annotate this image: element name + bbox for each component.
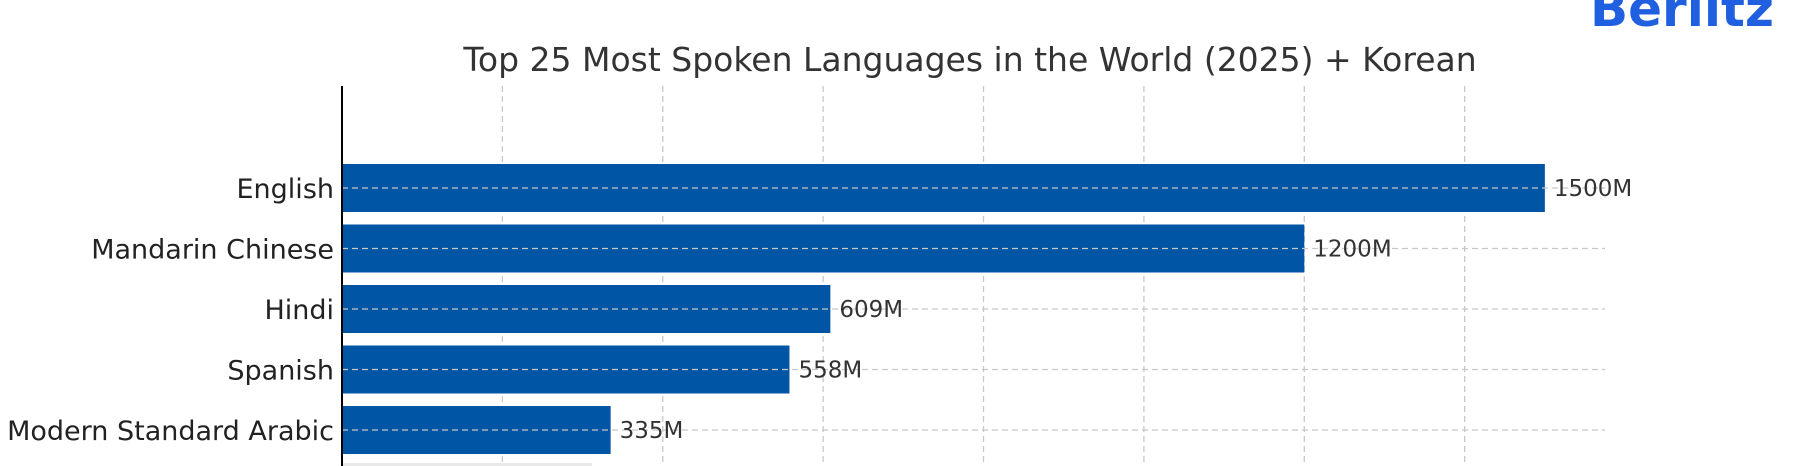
bars [342, 164, 1545, 466]
chart-title: Top 25 Most Spoken Languages in the Worl… [462, 40, 1476, 79]
category-label: Hindi [264, 295, 334, 326]
bar-partial [342, 463, 592, 466]
logo-text: Berlitz [1590, 0, 1774, 38]
category-label: English [237, 174, 335, 205]
value-labels: 1500M 1200M 609M 558M 335M [620, 176, 1633, 444]
value-label: 1500M [1554, 176, 1632, 202]
value-label: 609M [839, 297, 903, 323]
category-label: Modern Standard Arabic [7, 416, 334, 447]
row-gridlines [342, 187, 1605, 431]
category-labels: English Mandarin Chinese Hindi Spanish Moder… [7, 174, 334, 447]
value-label: 1200M [1313, 237, 1391, 263]
value-label: 558M [798, 358, 862, 384]
category-label: Spanish [227, 356, 334, 387]
category-label: Mandarin Chinese [91, 235, 334, 266]
gridlines [501, 86, 1466, 466]
value-label: 335M [620, 418, 684, 444]
berlitz-logo: Berlitz [1590, 0, 1774, 38]
